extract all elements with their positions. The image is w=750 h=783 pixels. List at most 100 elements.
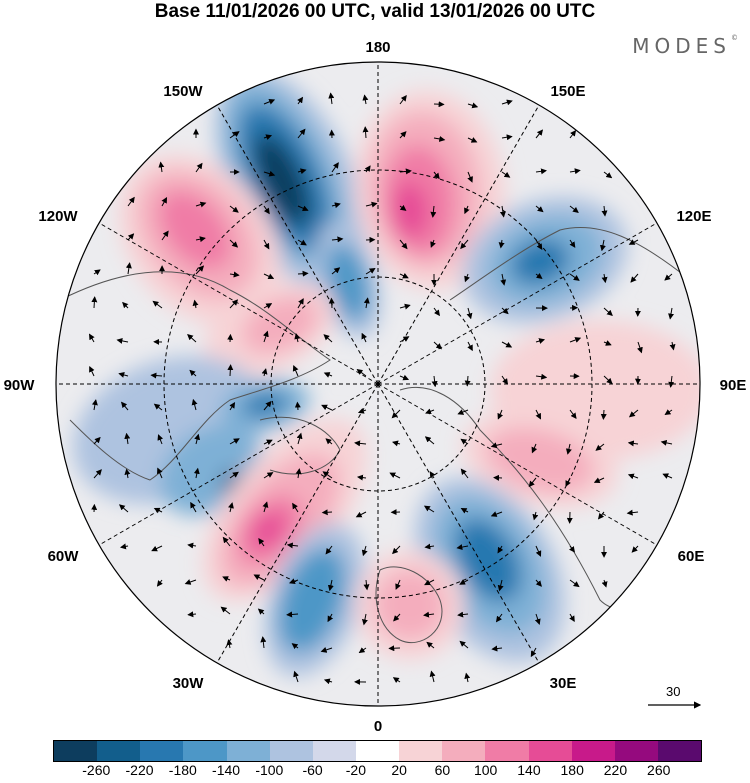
lon-label-30w: 30W — [173, 675, 205, 692]
wind-arrow — [354, 440, 367, 447]
wind-arrow — [89, 333, 95, 343]
wind-arrow — [161, 196, 168, 207]
wind-arrow — [603, 340, 612, 346]
wind-arrow — [297, 205, 309, 212]
wind-arrow — [331, 236, 344, 243]
wind-arrow — [289, 578, 299, 585]
wind-arrow — [399, 303, 411, 310]
wind-arrow — [631, 545, 639, 553]
wind-arrow — [291, 643, 299, 650]
lon-label-150e: 150E — [550, 83, 585, 100]
wind-arrow — [122, 301, 129, 309]
wind-arrow — [399, 272, 409, 279]
wind-arrow — [292, 364, 299, 377]
wind-arrow — [187, 611, 197, 618]
anomaly-lobe — [375, 570, 445, 640]
wind-arrow — [222, 536, 231, 547]
wind-arrow — [286, 542, 299, 549]
wind-arrow — [364, 165, 371, 173]
wind-arrow — [501, 171, 511, 178]
wind-vectors — [89, 92, 676, 685]
wind-arrow — [467, 137, 478, 143]
colorbar-tick-label: 20 — [391, 762, 407, 778]
colorbar-tick-label: -100 — [255, 762, 284, 778]
wind-arrow — [331, 267, 341, 275]
wind-arrow — [535, 545, 542, 557]
wind-arrow — [226, 639, 233, 649]
wind-arrow — [530, 647, 537, 658]
wind-arrow — [459, 640, 469, 649]
wind-arrow — [399, 336, 410, 343]
wind-arrow — [535, 338, 546, 344]
wind-arrow — [535, 409, 541, 420]
wind-arrow — [362, 94, 369, 105]
wind-arrow — [263, 439, 273, 446]
wind-arrow — [222, 576, 231, 582]
wind-arrow — [229, 402, 236, 411]
lon-label-120e: 120E — [676, 208, 711, 225]
wind-arrow — [195, 265, 205, 275]
wind-arrow — [430, 239, 436, 248]
wind-arrow — [460, 468, 469, 479]
colorbar-tick-label: 100 — [473, 762, 498, 778]
coastline — [449, 226, 691, 301]
wind-arrow — [190, 501, 197, 513]
wind-arrow — [361, 613, 368, 626]
wind-arrow — [297, 239, 307, 246]
wind-arrow — [93, 269, 101, 276]
wind-arrow — [193, 467, 200, 479]
meridian-line — [377, 383, 540, 664]
wind-arrow — [262, 501, 269, 513]
wind-arrow — [361, 545, 368, 557]
colorbar-segment — [355, 741, 400, 761]
colorbar-segment — [614, 741, 658, 761]
wind-arrow — [457, 611, 469, 618]
wind-arrow — [158, 161, 165, 173]
wind-arrow — [535, 579, 542, 587]
wind-arrow — [399, 204, 407, 211]
colorbar-tick-label: 220 — [603, 762, 628, 778]
wind-arrow — [220, 606, 231, 615]
wind-arrow — [192, 299, 199, 309]
wind-arrow — [466, 307, 473, 320]
lon-label-90w: 90W — [4, 377, 36, 394]
wind-arrow — [464, 273, 470, 283]
wind-arrow — [460, 507, 469, 514]
wind-arrow — [569, 579, 580, 588]
wind-arrow — [467, 102, 479, 109]
wind-arrow — [662, 473, 673, 479]
wind-arrow — [498, 239, 505, 249]
wind-arrow — [660, 439, 673, 446]
wind-arrow — [534, 613, 541, 625]
wind-arrow — [395, 579, 401, 590]
wind-arrow — [626, 509, 639, 516]
colorbar-segment — [54, 741, 98, 761]
colorbar-tick-label: -140 — [212, 762, 241, 778]
wind-arrow — [457, 409, 469, 415]
wind-arrow — [399, 374, 410, 381]
wind-arrow — [257, 608, 265, 615]
wind-arrow — [593, 477, 605, 483]
wind-arrow — [195, 201, 207, 208]
colorbar-tick-label: 140 — [517, 762, 541, 778]
wind-arrow — [292, 502, 299, 513]
wind-arrow — [195, 236, 206, 243]
wind-arrow — [501, 307, 509, 315]
colorbar-segment — [183, 741, 227, 761]
wind-arrow — [424, 436, 435, 445]
wind-arrow — [297, 298, 304, 309]
wind-arrow — [286, 611, 299, 618]
wind-arrow — [501, 375, 509, 385]
wind-arrow — [297, 270, 309, 277]
meridian-line — [377, 104, 540, 385]
wind-arrow — [91, 399, 98, 411]
wind-arrow — [294, 333, 301, 343]
meridian-line — [377, 222, 658, 385]
wind-arrow — [229, 271, 240, 278]
map-title: Base 11/01/2026 00 UTC, valid 13/01/2026… — [154, 1, 596, 22]
colorbar-segment — [269, 741, 313, 761]
wind-arrow — [297, 96, 304, 105]
colorbar-segment — [485, 741, 529, 761]
wind-arrow — [669, 341, 676, 351]
wind-arrow — [296, 432, 303, 445]
